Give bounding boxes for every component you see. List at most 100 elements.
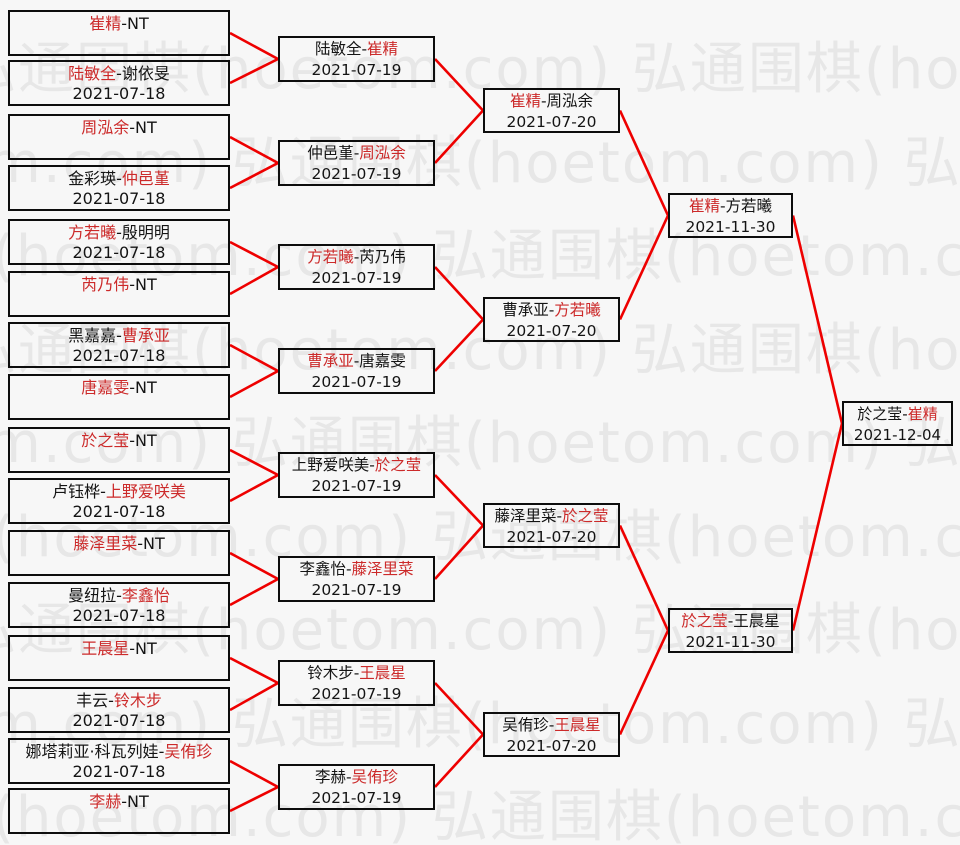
connector-line (229, 448, 279, 477)
dash-separator: - (129, 431, 136, 450)
match-date: 2021-11-30 (685, 633, 776, 651)
winner-name: 吴侑珍 (351, 768, 399, 786)
player-name: 李赫 (314, 768, 346, 786)
connector-line (229, 161, 279, 190)
match-box-round-of-8-4: 曹承亚-唐嘉雯 2021-07-19 (278, 348, 435, 394)
winner-name: 芮乃伟 (81, 275, 130, 294)
match-players: 崔精-周泓余 (510, 91, 593, 112)
match-date: 2021-07-19 (311, 685, 402, 703)
dash-separator: - (129, 378, 136, 397)
winner-name: 周泓余 (359, 144, 406, 162)
winner-name: 藤泽里菜 (351, 560, 414, 578)
dash-separator: - (116, 326, 122, 345)
match-date: 2021-07-18 (72, 606, 166, 625)
player-name: 於之莹 (857, 405, 903, 423)
player-name: 铃木步 (307, 664, 354, 682)
match-box-round-of-16-7: 黑嘉嘉-曹承亚 2021-07-18 (8, 322, 230, 368)
match-box-round-of-16-1: 崔精-NT (8, 10, 230, 56)
dash-separator: - (121, 792, 128, 811)
winner-name: 方若曦 (68, 223, 117, 242)
player-name: NT (135, 118, 157, 137)
player-name: 吴侑珍 (502, 716, 549, 734)
player-name: NT (135, 639, 157, 658)
player-name: 金彩瑛 (68, 169, 117, 188)
match-players: 芮乃伟-NT (81, 274, 157, 295)
dash-separator: - (116, 169, 122, 188)
match-players: 曹承亚-唐嘉雯 (307, 351, 406, 372)
dash-separator: - (353, 248, 360, 266)
match-box-semifinals-2: 於之莹-王晨星 2021-11-30 (668, 608, 793, 653)
match-players: 上野爱咲美-於之莹 (292, 455, 422, 476)
connector-line (229, 577, 279, 607)
match-players: 娜塔莉亚·科瓦列娃-吴侑珍 (26, 741, 213, 762)
player-name: NT (127, 792, 149, 811)
dash-separator: - (129, 275, 136, 294)
match-date: 2021-07-20 (506, 322, 597, 340)
player-name: 黑嘉嘉 (68, 326, 117, 345)
match-box-round-of-16-15: 娜塔莉亚·科瓦列娃-吴侑珍 2021-07-18 (8, 738, 230, 784)
dash-separator: - (727, 612, 734, 630)
dash-separator: - (129, 639, 136, 658)
match-players: 铃木步-王晨星 (307, 663, 406, 684)
match-players: 陆敏全-崔精 (315, 39, 398, 60)
match-box-round-of-16-2: 陆敏全-谢依旻 2021-07-18 (8, 60, 230, 106)
winner-name: 於之莹 (374, 456, 422, 474)
match-date: 2021-07-19 (311, 373, 402, 391)
dash-separator: - (116, 223, 122, 242)
winner-name: 王晨星 (359, 664, 406, 682)
match-box-semifinals-1: 崔精-方若曦 2021-11-30 (668, 193, 793, 238)
connector-line (434, 58, 484, 112)
player-name: 芮乃伟 (359, 248, 406, 266)
match-box-round-of-16-3: 周泓余-NT (8, 114, 230, 160)
match-box-round-of-8-3: 方若曦-芮乃伟 2021-07-19 (278, 244, 435, 290)
match-box-quarterfinals-3: 藤泽里菜-於之莹 2021-07-20 (483, 503, 620, 548)
match-date: 2021-07-19 (311, 477, 402, 495)
winner-name: 崔精 (367, 40, 399, 58)
match-box-final-1: 於之莹-崔精 2021-12-04 (842, 401, 953, 446)
winner-name: 周泓余 (81, 118, 130, 137)
dash-separator: - (548, 716, 555, 734)
winner-name: 李赫 (89, 792, 122, 811)
match-box-round-of-8-2: 仲邑堇-周泓余 2021-07-19 (278, 140, 435, 186)
match-box-round-of-8-7: 铃木步-王晨星 2021-07-19 (278, 660, 435, 706)
match-players: 陆敏全-谢依旻 (68, 63, 170, 84)
winner-name: 王晨星 (81, 639, 130, 658)
dash-separator: - (108, 691, 114, 710)
match-date: 2021-07-18 (72, 243, 166, 262)
connector-line (618, 109, 670, 217)
match-players: 方若曦-殷明明 (68, 222, 170, 243)
dash-separator: - (116, 586, 122, 605)
connector-line (434, 318, 484, 372)
player-name: NT (127, 14, 149, 33)
player-name: 王晨星 (733, 612, 780, 630)
winner-name: 上野爱咲美 (105, 482, 186, 501)
player-name: NT (135, 378, 157, 397)
connector-line (229, 473, 279, 503)
match-box-round-of-16-16: 李赫-NT (8, 788, 230, 834)
dash-separator: - (353, 144, 360, 162)
player-name: 唐嘉雯 (359, 352, 406, 370)
dash-separator: - (902, 405, 908, 423)
connector-line (618, 524, 670, 632)
match-players: 於之莹-崔精 (857, 404, 937, 425)
winner-name: 藤泽里菜 (73, 534, 138, 553)
player-name: 藤泽里菜 (494, 507, 557, 525)
connector-line (229, 240, 279, 269)
match-box-round-of-8-6: 李鑫怡-藤泽里菜 2021-07-19 (278, 556, 435, 602)
player-name: NT (135, 275, 157, 294)
match-date: 2021-07-18 (72, 84, 166, 103)
match-date: 2021-07-19 (311, 61, 402, 79)
winner-name: 於之莹 (562, 507, 609, 525)
match-players: 李赫-NT (89, 791, 149, 812)
winner-name: 崔精 (907, 405, 938, 423)
dash-separator: - (353, 352, 360, 370)
match-players: 吴侑珍-王晨星 (502, 715, 601, 736)
dash-separator: - (345, 768, 352, 786)
match-players: 曼纽拉-李鑫怡 (68, 585, 170, 606)
connector-line (229, 265, 279, 296)
winner-name: 方若曦 (554, 301, 601, 319)
match-box-round-of-16-6: 芮乃伟-NT (8, 271, 230, 317)
player-name: 仲邑堇 (307, 144, 354, 162)
match-date: 2021-07-18 (72, 346, 166, 365)
dash-separator: - (100, 482, 106, 501)
